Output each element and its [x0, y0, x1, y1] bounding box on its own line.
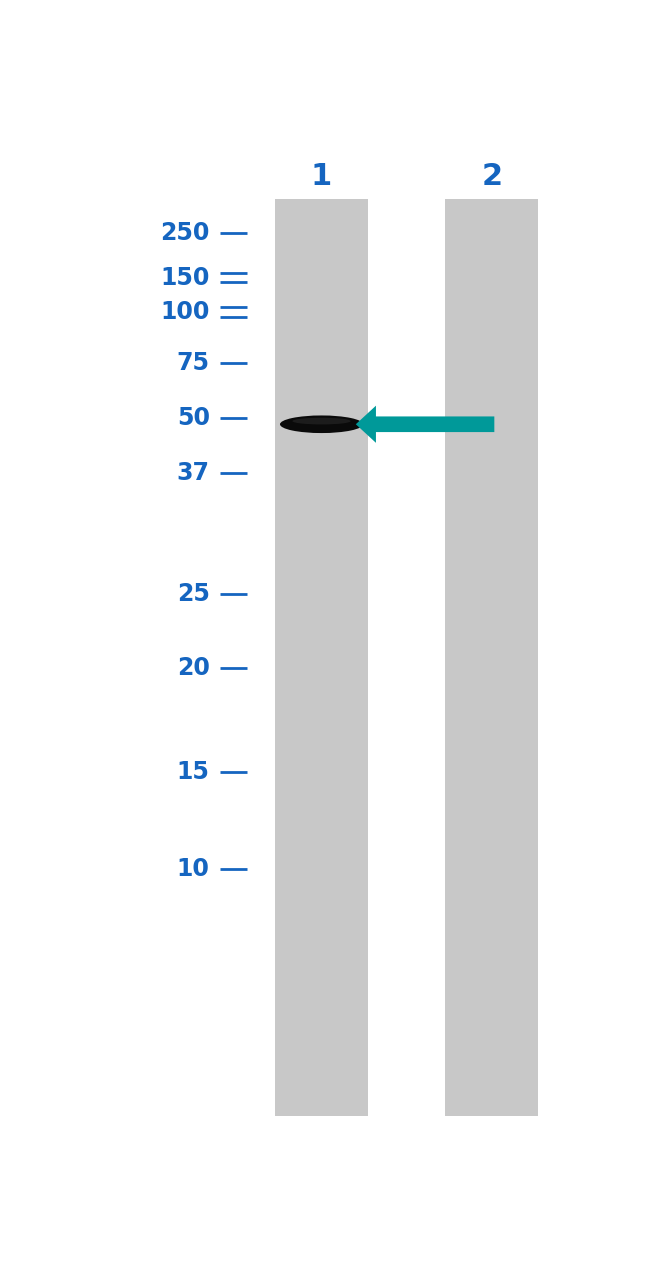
- Text: 50: 50: [177, 406, 210, 431]
- FancyArrow shape: [356, 405, 494, 443]
- Text: 25: 25: [177, 583, 210, 606]
- Text: 1: 1: [311, 163, 332, 192]
- Bar: [275, 199, 368, 1115]
- Text: 15: 15: [177, 761, 210, 785]
- Text: 10: 10: [177, 857, 210, 881]
- Ellipse shape: [280, 415, 363, 433]
- Text: 150: 150: [161, 265, 210, 290]
- Text: 100: 100: [161, 300, 210, 324]
- Ellipse shape: [292, 418, 350, 424]
- Text: 20: 20: [177, 655, 210, 679]
- Bar: [445, 199, 538, 1115]
- Text: 250: 250: [161, 221, 210, 245]
- Text: 75: 75: [177, 351, 210, 375]
- Text: 37: 37: [177, 461, 210, 485]
- Text: 2: 2: [481, 163, 502, 192]
